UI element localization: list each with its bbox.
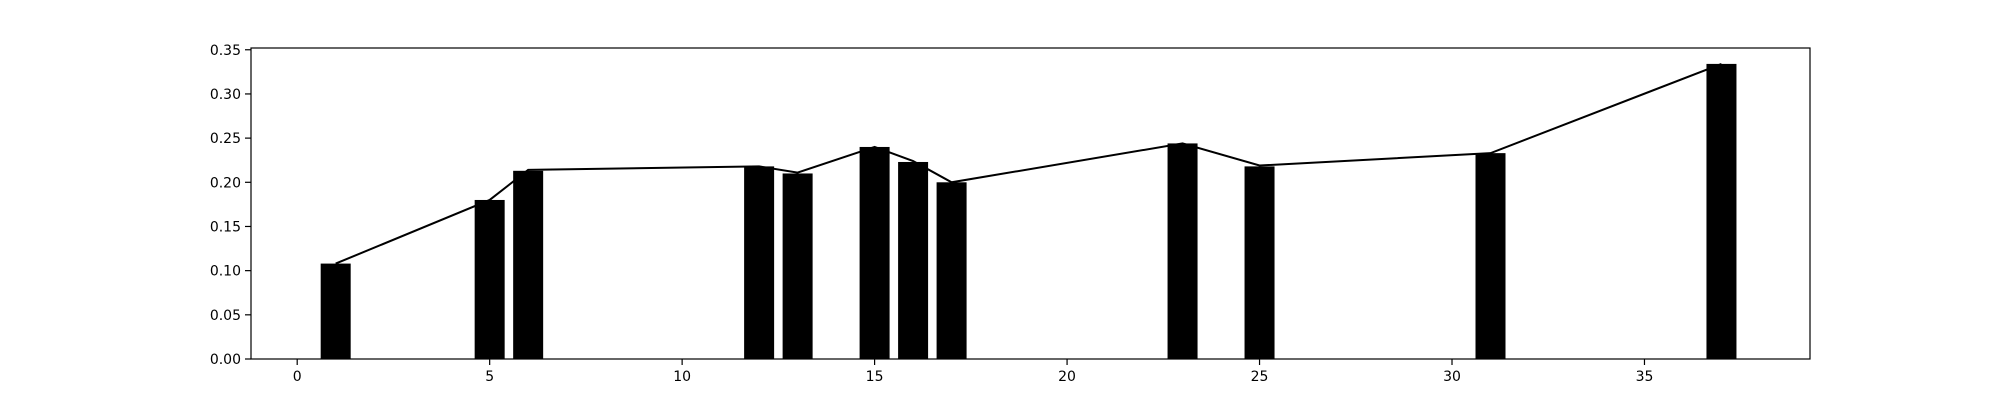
bar	[859, 146, 890, 359]
bar	[1475, 153, 1506, 359]
x-tick-label: 25	[1251, 369, 1269, 385]
y-tick-label: 0.05	[210, 308, 241, 324]
x-tick-label: 30	[1443, 369, 1461, 385]
bar-series	[320, 63, 1737, 359]
y-tick-label: 0.25	[210, 131, 241, 147]
y-tick-label: 0.20	[210, 175, 241, 191]
x-axis: 0 5 10 15 20 25 30 35	[293, 359, 1654, 385]
y-tick-label: 0.00	[210, 352, 241, 368]
bar	[936, 182, 967, 359]
x-tick-label: 35	[1636, 369, 1654, 385]
bar	[898, 161, 929, 359]
x-tick-label: 0	[293, 369, 302, 385]
y-tick-label: 0.15	[210, 219, 241, 235]
bar	[1244, 166, 1275, 359]
x-tick-label: 10	[673, 369, 691, 385]
plot-frame	[250, 47, 1811, 360]
bar	[782, 173, 813, 359]
y-tick-label: 0.35	[210, 43, 241, 59]
bar	[744, 166, 775, 359]
bar	[513, 170, 544, 359]
x-tick-label: 5	[485, 369, 494, 385]
x-tick-label: 20	[1058, 369, 1076, 385]
x-tick-label: 15	[866, 369, 884, 385]
bar	[474, 199, 505, 359]
bar	[320, 263, 351, 359]
bar	[1706, 63, 1737, 359]
y-axis: 0.00 0.05 0.10 0.15 0.20 0.25 0.30 0.35	[210, 43, 251, 368]
y-tick-label: 0.10	[210, 264, 241, 280]
y-tick-label: 0.30	[210, 87, 241, 103]
bar	[1167, 143, 1198, 359]
trend-line	[335, 62, 1722, 265]
